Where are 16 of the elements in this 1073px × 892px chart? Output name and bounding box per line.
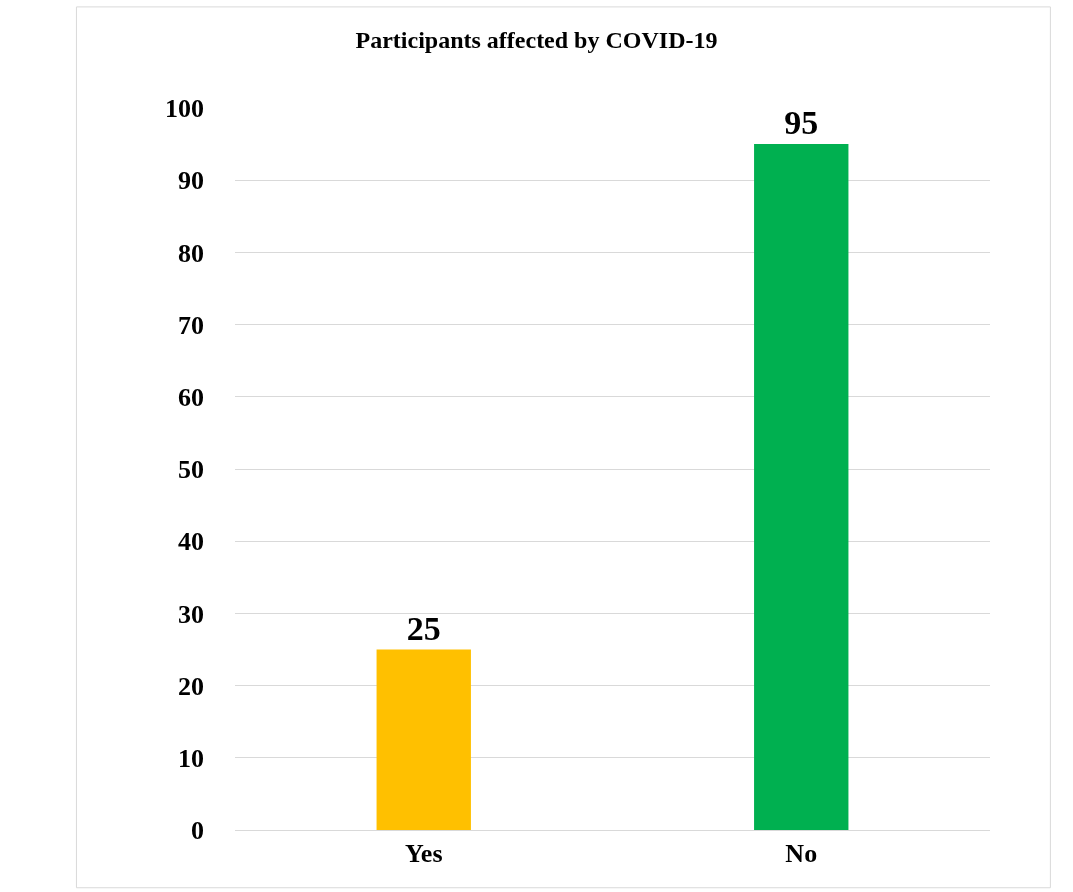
y-tick-label: 50: [178, 455, 204, 485]
y-tick-label: 60: [178, 382, 204, 412]
x-tick-label: Yes: [404, 839, 443, 869]
y-tick-label: 80: [178, 238, 204, 268]
y-tick-label: 0: [191, 816, 204, 846]
y-tick-label: 20: [178, 671, 204, 701]
x-tick-label: No: [785, 839, 818, 869]
chart-title: Participants affected by COVID-19: [355, 27, 718, 54]
y-tick-label: 90: [178, 166, 204, 196]
y-tick-label: 100: [165, 94, 204, 124]
data-label: 25: [406, 609, 441, 647]
y-tick-label: 10: [178, 743, 204, 773]
y-tick-label: 40: [178, 527, 204, 557]
y-tick-label: 30: [178, 599, 204, 629]
y-tick-label: 70: [178, 310, 204, 340]
data-label: 95: [784, 104, 819, 142]
